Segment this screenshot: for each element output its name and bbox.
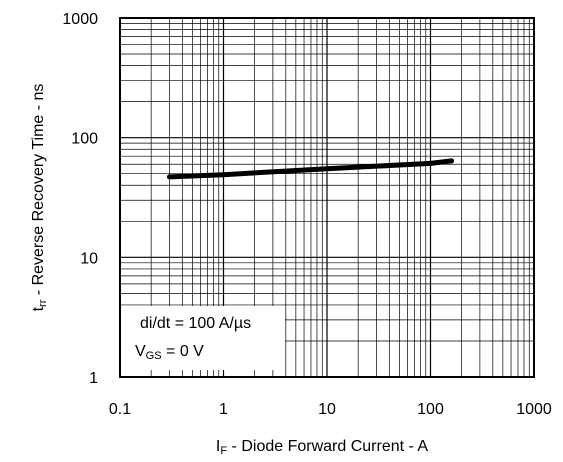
y-axis-title-main: t xyxy=(30,306,47,311)
annotation-box: di/dt = 100 A/µs VGS = 0 V xyxy=(121,306,285,370)
x-axis-title-main: I xyxy=(216,438,220,455)
series-layer xyxy=(166,158,455,180)
x-tick-label: 0.1 xyxy=(109,401,131,418)
x-tick-label: 1000 xyxy=(516,401,552,418)
x-axis-title-rest: - Diode Forward Current - A xyxy=(227,438,428,455)
x-axis-title-sub: F xyxy=(220,445,227,457)
series-line-0 xyxy=(166,158,455,180)
x-tick-label: 10 xyxy=(318,401,336,418)
plot-frame xyxy=(119,17,535,378)
annotation-vgs-sub: GS xyxy=(146,350,162,362)
annotation-vgs: VGS = 0 V xyxy=(135,343,204,362)
grid xyxy=(120,18,534,377)
annotation-vgs-rest: = 0 V xyxy=(162,343,205,360)
y-tick-label: 10 xyxy=(80,250,98,267)
x-axis-title: IF - Diode Forward Current - A xyxy=(216,438,428,457)
y-tick-labels: 1 10 100 1000 xyxy=(62,11,98,387)
y-axis-title-rest: - Reverse Recovery Time - ns xyxy=(30,84,47,300)
annotation-background xyxy=(121,306,285,370)
y-axis-title-sub: rr xyxy=(37,299,49,307)
x-tick-labels: 0.1 1 10 100 1000 xyxy=(109,401,552,418)
x-tick-label: 100 xyxy=(417,401,444,418)
y-tick-label: 1000 xyxy=(62,11,98,28)
y-tick-label: 1 xyxy=(89,370,98,387)
y-tick-label: 100 xyxy=(71,131,98,148)
annotation-vgs-main: V xyxy=(135,343,146,360)
y-axis-title: trr - Reverse Recovery Time - ns xyxy=(30,84,49,312)
annotation-didt: di/dt = 100 A/µs xyxy=(140,315,251,332)
x-tick-label: 1 xyxy=(219,401,228,418)
